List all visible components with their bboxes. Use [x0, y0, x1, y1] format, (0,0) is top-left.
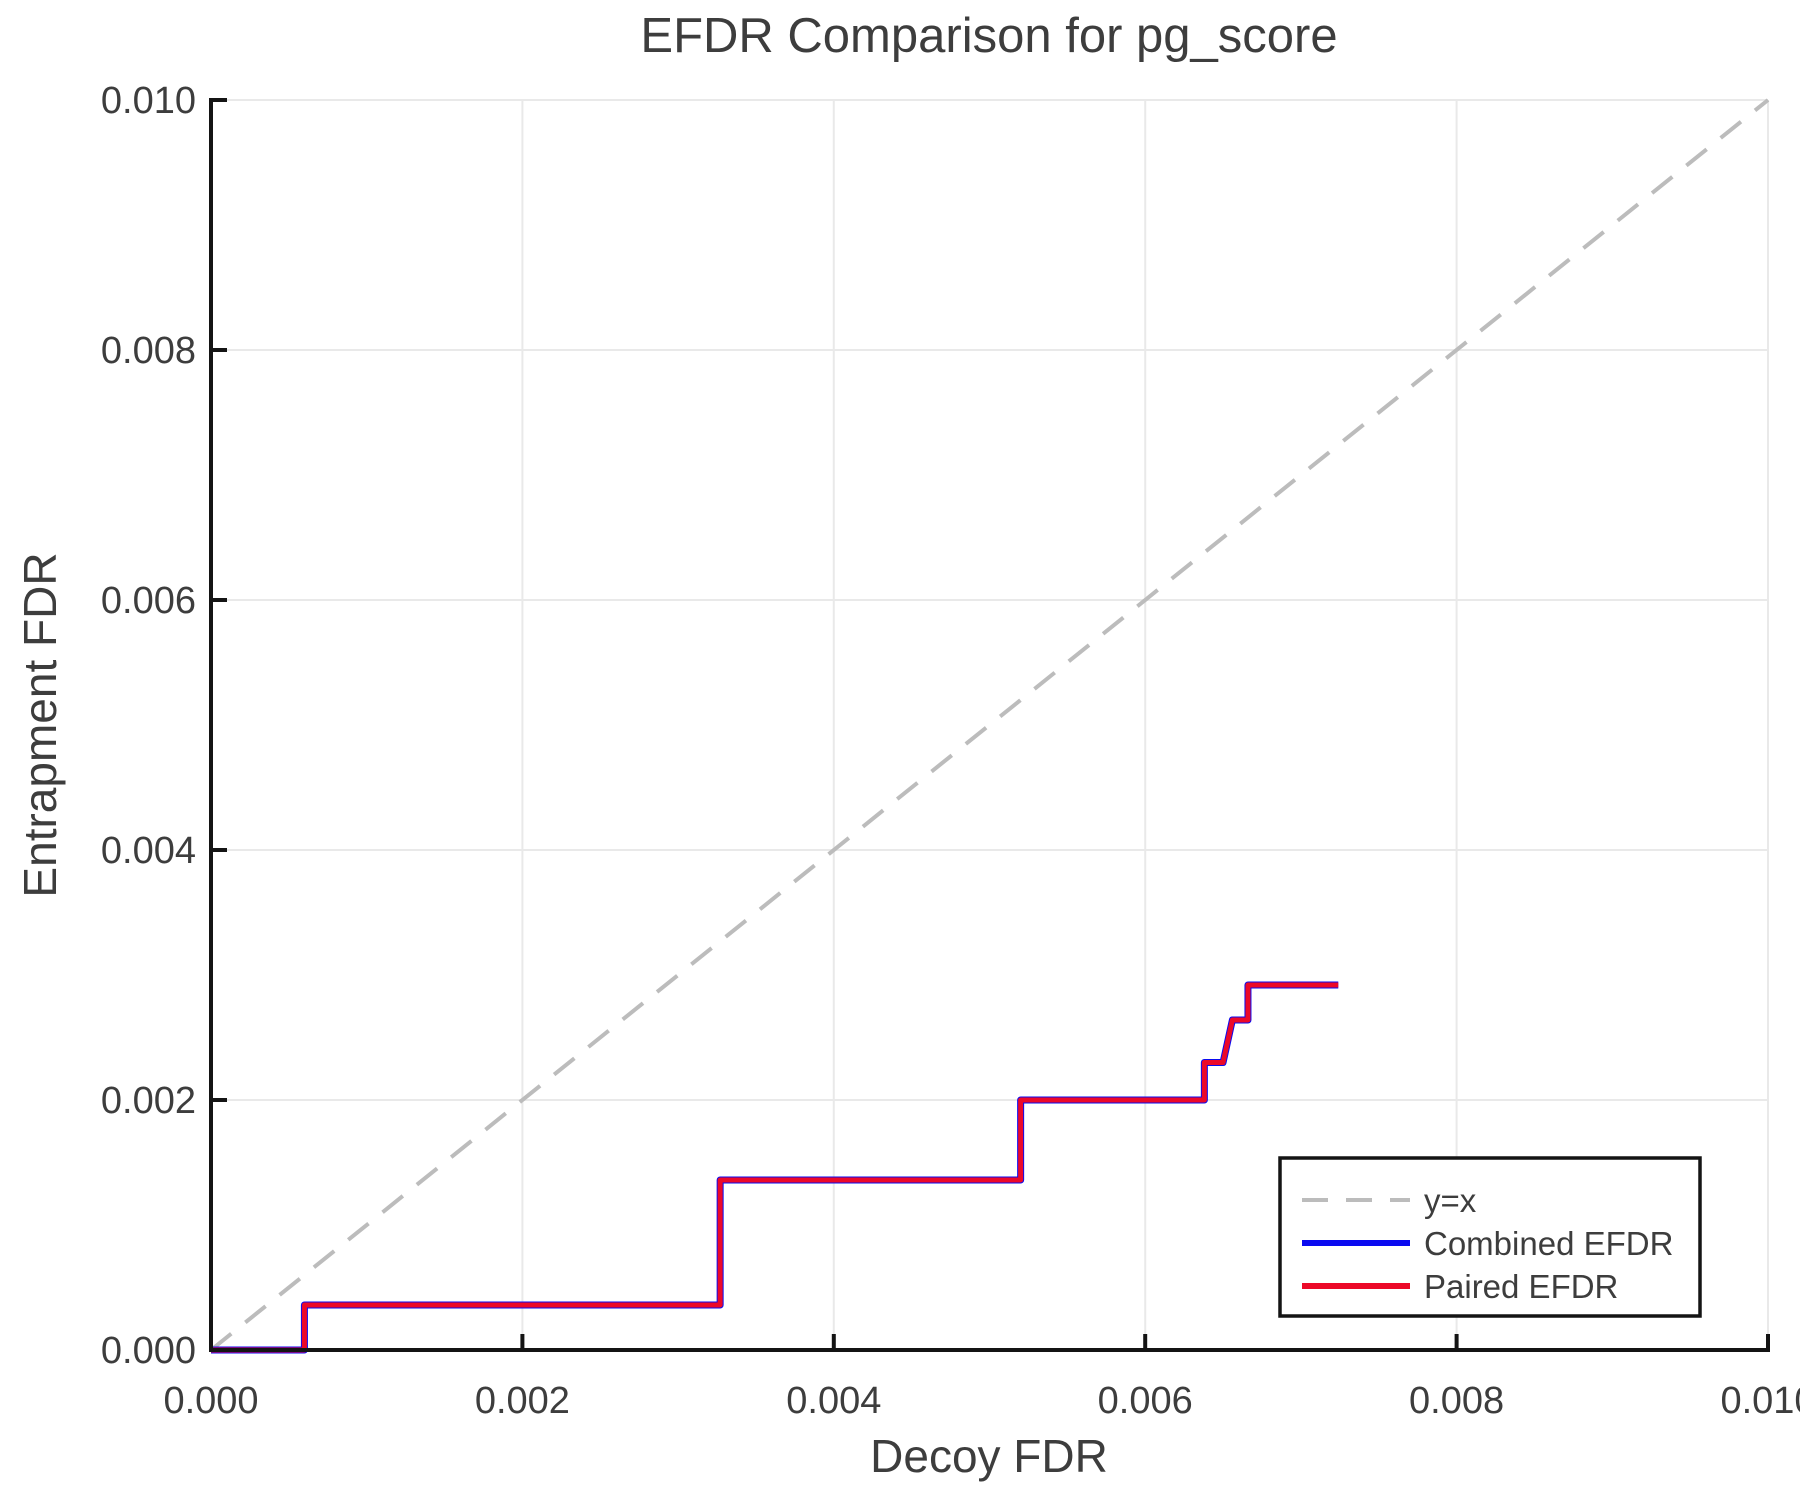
x-tick-label: 0.008 [1409, 1380, 1504, 1422]
y-equals-x-line [209, 98, 1770, 1352]
x-tick-label: 0.010 [1720, 1380, 1800, 1422]
legend: y=x Combined EFDR Paired EFDR [1278, 1156, 1702, 1318]
y-axis-label: Entrapment FDR [14, 552, 66, 897]
x-tick-label: 0.002 [475, 1380, 570, 1422]
combined-efdr-line [211, 981, 1339, 1354]
x-tick-label: 0.004 [786, 1380, 881, 1422]
y-tick-label: 0.006 [101, 580, 196, 622]
tick-labels: 0.000 0.002 0.004 0.006 0.008 0.010 0.000 0.002… [101, 80, 1800, 1422]
gridlines [211, 99, 1769, 1350]
y-tick-label: 0.002 [101, 1080, 196, 1122]
x-axis-label: Decoy FDR [870, 1430, 1108, 1482]
y-tick-label: 0.004 [101, 830, 196, 872]
legend-label-combined-efdr: Combined EFDR [1424, 1225, 1673, 1262]
chart-title: EFDR Comparison for pg_score [640, 9, 1337, 63]
legend-label-paired-efdr: Paired EFDR [1424, 1268, 1618, 1305]
axes-and-ticks [209, 98, 1770, 1352]
y-tick-label: 0.008 [101, 330, 196, 372]
legend-box [1278, 1156, 1702, 1318]
paired-efdr-line [211, 982, 1339, 1353]
y-tick-label: 0.010 [101, 80, 196, 122]
series-lines [211, 981, 1339, 1354]
y-equals-x-dashed-line [209, 98, 1770, 1352]
legend-label-y-x: y=x [1424, 1182, 1477, 1219]
x-tick-label: 0.000 [163, 1380, 258, 1422]
y-tick-label: 0.000 [101, 1330, 196, 1372]
x-tick-label: 0.006 [1098, 1380, 1193, 1422]
